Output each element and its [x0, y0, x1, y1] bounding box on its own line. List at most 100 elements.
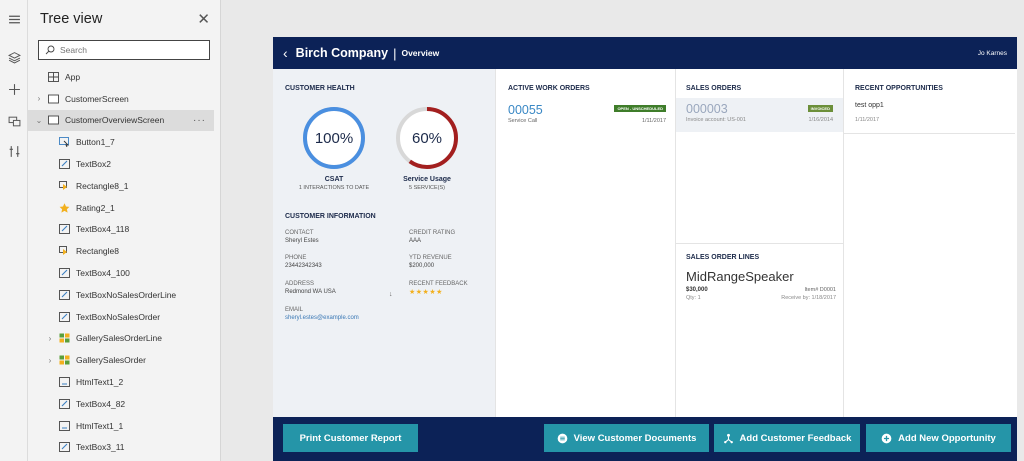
service-usage-gauge: 60% Service Usage 5 SERVICE(S) [384, 105, 470, 191]
service-usage-value: 60% [412, 130, 442, 147]
tree-item[interactable]: TextBoxNoSalesOrder [28, 306, 214, 328]
sales-orders-title: SALES ORDERS [686, 85, 742, 92]
tree-item-label: TextBox3_11 [76, 442, 125, 453]
close-icon[interactable]: ✕ [197, 11, 210, 28]
media-icon[interactable] [0, 104, 28, 138]
credit-value: AAA [409, 238, 422, 244]
tree-item[interactable]: TextBox2 [28, 153, 214, 175]
product-receive-by: Receive by: 1/18/2017 [781, 295, 836, 301]
csat-gauge: 100% CSAT 1 INTERACTIONS TO DATE [291, 105, 377, 191]
phone-field: PHONE 23442342343 [285, 255, 322, 269]
app-header: ‹ Birch Company | Overview Jo Karnes [273, 37, 1017, 69]
csat-value: 100% [315, 130, 353, 147]
gallery-icon [59, 333, 70, 343]
tree-item-label: TextBoxNoSalesOrderLine [76, 289, 177, 300]
tree-item[interactable]: HtmlText1_1 [28, 415, 214, 437]
tree-item[interactable]: › CustomerScreen [28, 88, 214, 110]
tools-icon[interactable] [0, 134, 28, 168]
tree-item[interactable]: TextBox3_11 [28, 437, 214, 459]
htmltext-icon [59, 420, 70, 431]
sales-order-lines-panel: SALES ORDER LINES MidRangeSpeaker $30,00… [675, 243, 843, 417]
user-name: Jo Karnes [977, 49, 1007, 57]
tree-item[interactable]: TextBoxNoSalesOrderLine [28, 284, 214, 306]
sales-order-account: Invoice account: US-001 [686, 117, 746, 123]
sales-order-date: 1/16/2014 [808, 117, 833, 123]
address-field: ADDRESS Redmond WA USA [285, 281, 336, 295]
service-usage-label: Service Usage [403, 176, 451, 183]
chevron-icon[interactable]: ⌄ [35, 115, 43, 125]
search-input[interactable] [60, 45, 190, 55]
service-usage-gauge-ring: 60% [396, 107, 458, 169]
contact-value: Sheryl Estes [285, 238, 319, 244]
tree-item[interactable]: App [28, 66, 214, 88]
work-order-item[interactable]: 00055 OPEN - UNSCHEDULED Service Call 1/… [508, 103, 666, 124]
rating-stars[interactable]: ★★★★★ [409, 289, 443, 296]
tree-item[interactable]: Rating2_1 [28, 197, 214, 219]
opportunity-item[interactable]: test opp1 1/11/2017 [844, 98, 1015, 134]
tree-item[interactable]: › GallerySalesOrder [28, 349, 214, 371]
ytd-label: YTD REVENUE [409, 255, 452, 261]
tree-item[interactable]: › GallerySalesOrderLine [28, 328, 214, 350]
documents-icon [557, 433, 567, 443]
tree-view-header: Tree view ✕ [28, 0, 220, 38]
page-title: Overview [401, 48, 440, 58]
tree-item[interactable]: ⌄ CustomerOverviewScreen ··· [28, 109, 214, 132]
search-box[interactable] [38, 40, 210, 60]
tree-item[interactable]: Rectangle8_1 [28, 175, 214, 197]
tree-item[interactable]: TextBox4_118 [28, 219, 214, 241]
work-orders-panel: ACTIVE WORK ORDERS 00055 OPEN - UNSCHEDU… [495, 69, 675, 417]
tree-item[interactable]: Rectangle8 [28, 240, 214, 262]
sales-order-line-item[interactable]: MidRangeSpeaker $30,000 Item# D0001 Qty:… [686, 269, 836, 301]
gallery-icon [59, 355, 70, 365]
screen-icon [48, 115, 59, 125]
hamburger-icon[interactable] [0, 2, 28, 36]
more-options-icon[interactable]: ··· [193, 114, 206, 126]
add-opportunity-button[interactable]: Add New Opportunity [866, 424, 1011, 452]
layers-icon[interactable] [0, 40, 28, 74]
view-documents-button[interactable]: View Customer Documents [544, 424, 709, 452]
add-feedback-button[interactable]: Add Customer Feedback [714, 424, 860, 452]
work-order-type: Service Call [508, 118, 538, 124]
email-field: EMAIL sheryl.estes@example.com [285, 307, 359, 321]
opportunity-date: 1/11/2017 [855, 117, 880, 123]
back-arrow-icon[interactable]: ‹ [283, 45, 288, 61]
sales-order-status-badge: INVOICED [807, 105, 833, 112]
tree-item[interactable]: Button1_7 [28, 131, 214, 153]
view-documents-label: View Customer Documents [573, 432, 697, 444]
opportunities-panel: RECENT OPPORTUNITIES test opp1 1/11/2017 [843, 69, 1015, 417]
app-screen: ‹ Birch Company | Overview Jo Karnes CUS… [273, 37, 1017, 461]
product-price: $30,000 [686, 287, 708, 293]
tree-item-label: HtmlText1_2 [76, 377, 124, 388]
work-order-date: 1/11/2017 [641, 118, 666, 124]
tree-view-title: Tree view [40, 11, 103, 27]
tree-item[interactable]: TextBox4_82 [28, 393, 214, 415]
work-orders-title: ACTIVE WORK ORDERS [508, 85, 590, 92]
company-name: Birch Company [295, 46, 389, 60]
chevron-icon[interactable]: › [37, 94, 41, 104]
phone-label: PHONE [285, 255, 307, 261]
tree-item-label: HtmlText1_1 [76, 420, 124, 431]
tree-item-label: TextBox2 [76, 159, 111, 170]
opportunities-title: RECENT OPPORTUNITIES [855, 85, 943, 92]
textbox-icon [59, 398, 70, 409]
left-rail [0, 0, 28, 461]
tree-item[interactable]: TextBox4_100 [28, 262, 214, 284]
htmltext-icon [59, 377, 70, 387]
tree-item-label: TextBox4_82 [76, 398, 126, 409]
tree-item-label: CustomerScreen [65, 93, 129, 104]
chevron-icon[interactable]: › [48, 333, 52, 343]
print-report-button[interactable]: Print Customer Report [283, 424, 418, 452]
email-link[interactable]: sheryl.estes@example.com [285, 315, 359, 321]
feedback-field: RECENT FEEDBACK ★★★★★ [409, 281, 468, 296]
credit-field: CREDIT RATING AAA [409, 230, 455, 244]
app-footer: Print Customer Report View Customer Docu… [273, 417, 1017, 461]
sales-order-item[interactable]: 000003 INVOICED Invoice account: US-001 … [676, 98, 843, 132]
tree-item[interactable]: HtmlText1_2 [28, 371, 214, 393]
rating-icon [59, 202, 70, 213]
tree-item-label: TextBox4_118 [76, 224, 130, 235]
plus-icon[interactable] [0, 72, 28, 106]
canvas-area: ‹ Birch Company | Overview Jo Karnes CUS… [221, 0, 1024, 461]
chevron-icon[interactable]: › [48, 355, 52, 365]
customer-info-title: CUSTOMER INFORMATION [285, 213, 376, 220]
add-feedback-label: Add Customer Feedback [739, 432, 852, 444]
